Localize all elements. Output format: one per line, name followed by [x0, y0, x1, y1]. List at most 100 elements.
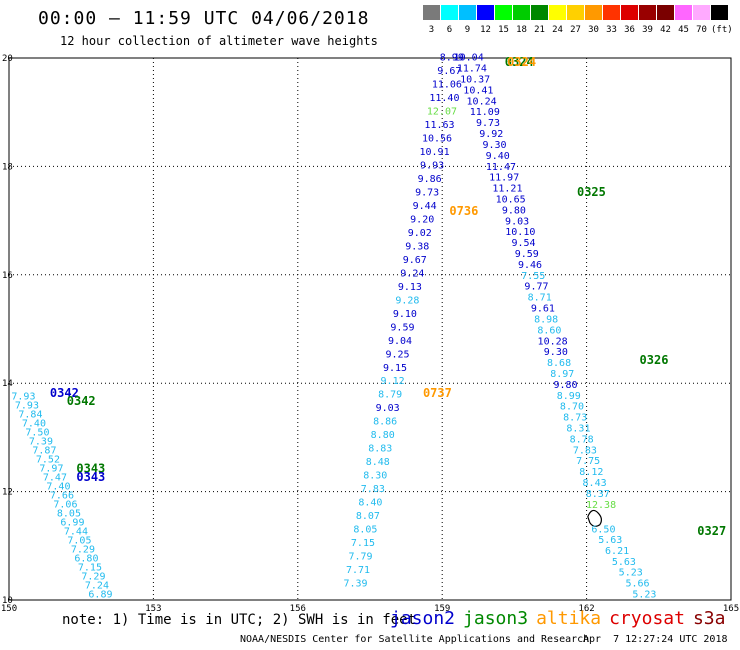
lon-tick-label: 153 [145, 604, 161, 614]
swh-value-label: 10.10 [505, 227, 535, 238]
swh-value-label: 9.04 [388, 336, 412, 347]
swh-value-label: 9.03 [505, 216, 529, 227]
swh-value-label: 9.67 [403, 255, 427, 266]
scale-label-16: (ft) [711, 25, 733, 35]
lat-tick-label: 20 [2, 54, 13, 64]
swh-value-label: 10.04 [454, 53, 484, 64]
swh-value-label: 8.86 [373, 417, 397, 428]
scale-label-2: 9 [464, 25, 471, 35]
scale-swatch-13 [657, 5, 674, 20]
swh-value-label: 10.28 [538, 336, 568, 347]
swh-value-label: 7.71 [346, 565, 370, 576]
swh-value-label: 10.91 [419, 147, 449, 158]
scale-label-10: 33 [606, 25, 617, 35]
satellite-legend-jason2: jason2 [390, 608, 456, 629]
swh-value-label: 7.93 [15, 400, 39, 411]
lon-tick-label: 165 [723, 604, 739, 614]
satellite-legend: jason2 jason3 altika cryosat s3a [390, 608, 733, 629]
swh-value-label: 8.97 [550, 369, 574, 380]
satellite-legend-altika: altika [536, 608, 602, 629]
swh-value-label: 7.47 [43, 472, 67, 483]
swh-value-label: 5.63 [598, 535, 622, 546]
swh-value-label: 8.70 [560, 402, 584, 413]
scale-label-0: 3 [428, 25, 435, 35]
swh-value-label: 5.66 [625, 578, 649, 589]
swh-value-label: 9.86 [418, 174, 442, 185]
swh-value-label: 10.24 [467, 96, 497, 107]
swh-value-label: 9.59 [390, 322, 414, 333]
swh-value-label: 9.46 [518, 260, 542, 271]
swh-value-label: 8.99 [440, 53, 464, 64]
scale-label-5: 18 [516, 25, 527, 35]
map-subtitle: 12 hour collection of altimeter wave hei… [60, 34, 378, 48]
satellite-legend-s3a: s3a [692, 608, 726, 629]
swh-value-label: 9.40 [486, 151, 510, 162]
swh-value-label: 8.37 [586, 489, 610, 500]
scale-swatch-6 [531, 5, 548, 20]
swh-value-label: 9.54 [512, 238, 536, 249]
swh-value-label: 11.40 [429, 93, 459, 104]
pass-time-label: 0343 [76, 470, 105, 484]
swh-value-label: 8.07 [356, 511, 380, 522]
scale-swatch-11 [621, 5, 638, 20]
pass-time-label: 0342 [67, 394, 96, 408]
pass-time-label: 0327 [697, 524, 726, 538]
swh-value-label: 9.15 [383, 363, 407, 374]
satellite-legend-cryosat: cryosat [609, 608, 685, 629]
scale-swatch-2 [459, 5, 476, 20]
swh-value-label: 9.12 [381, 376, 405, 387]
swh-value-label: 11.06 [432, 80, 462, 91]
scale-label-6: 21 [534, 25, 545, 35]
swh-value-label: 9.24 [400, 268, 424, 279]
map-frame [8, 57, 732, 601]
island-outline [587, 509, 603, 527]
scale-label-9: 30 [588, 25, 599, 35]
swh-value-label: 8.80 [371, 430, 395, 441]
generation-timestamp: Apr 7 12:27:24 UTC 2018 [583, 634, 728, 645]
swh-value-label: 7.83 [361, 484, 385, 495]
swh-value-label: 5.63 [612, 557, 636, 568]
scale-swatch-16 [711, 5, 728, 20]
swh-value-label: 9.20 [410, 214, 434, 225]
swh-value-label: 5.23 [632, 589, 656, 600]
lon-tick-label: 159 [434, 604, 450, 614]
swh-value-label: 7.79 [348, 551, 372, 562]
swh-value-label: 5.23 [619, 568, 643, 579]
swh-value-label: 11.74 [457, 64, 487, 75]
footer-note: note: 1) Time is in UTC; 2) SWH is in fe… [62, 612, 417, 628]
swh-value-label: 9.73 [415, 188, 439, 199]
swh-value-label: 9.25 [385, 349, 409, 360]
pass-time-label: 0736 [449, 204, 478, 218]
scale-label-8: 27 [570, 25, 581, 35]
swh-value-label: 8.48 [366, 457, 390, 468]
scale-label-1: 6 [446, 25, 453, 35]
scale-swatch-9 [585, 5, 602, 20]
scale-swatch-3 [477, 5, 494, 20]
swh-value-label: 10.65 [496, 194, 526, 205]
swh-value-label: 8.73 [563, 413, 587, 424]
swh-value-label: 11.21 [492, 184, 522, 195]
pass-time-label: 0343 [76, 462, 105, 476]
swh-value-label: 9.28 [395, 295, 419, 306]
scale-label-14: 45 [678, 25, 689, 35]
swh-value-label: 9.92 [479, 129, 503, 140]
swh-value-label: 9.59 [515, 249, 539, 260]
lat-tick-label: 14 [2, 379, 13, 389]
swh-value-label: 9.80 [553, 380, 577, 391]
swh-value-label: 10.41 [463, 85, 493, 96]
swh-value-label: 7.50 [25, 427, 49, 438]
swh-value-label: 11.47 [486, 162, 516, 173]
scale-label-13: 42 [660, 25, 671, 35]
pass-time-label: 0737 [423, 386, 452, 400]
swh-value-label: 10.37 [460, 75, 490, 86]
swh-value-label: 8.60 [537, 325, 561, 336]
swh-value-label: 8.05 [353, 525, 377, 536]
swh-value-label: 8.83 [368, 444, 392, 455]
lon-tick-label: 150 [1, 604, 17, 614]
swh-value-label: 9.93 [420, 161, 444, 172]
swh-value-label: 12.07 [427, 107, 457, 118]
swh-value-label: 9.38 [405, 241, 429, 252]
pass-time-label: 0324 [505, 55, 534, 69]
swh-value-label: 8.68 [547, 358, 571, 369]
